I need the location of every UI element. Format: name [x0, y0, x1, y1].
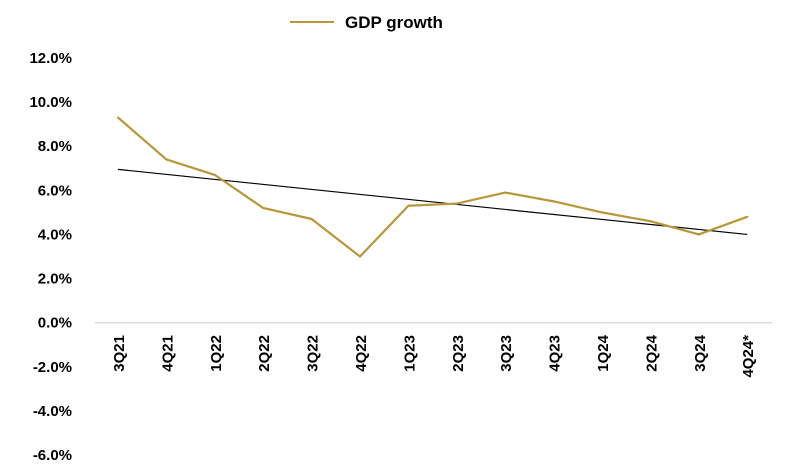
data-point	[116, 116, 120, 119]
x-tick-label: 3Q22	[305, 335, 322, 372]
x-tick-label: 1Q22	[208, 335, 225, 372]
x-tick-label: 4Q24*	[740, 335, 757, 378]
data-point	[697, 233, 700, 236]
x-tick-label: 3Q21	[111, 335, 128, 372]
x-tick-label: 1Q23	[401, 335, 418, 372]
x-tick-label: 2Q22	[256, 335, 273, 372]
data-point	[504, 191, 507, 194]
legend-label-gdp-growth: GDP growth	[345, 13, 443, 32]
x-tick-label: 3Q24	[692, 334, 709, 371]
data-point	[455, 202, 458, 205]
x-tick-label: 4Q21	[159, 335, 176, 372]
data-point	[213, 173, 216, 176]
data-point	[649, 220, 652, 223]
y-tick-label: 6.0%	[38, 182, 72, 199]
y-axis-ticks: 12.0% 10.0% 8.0% 6.0% 4.0% 2.0% 0.0% -2.0% -4.0%…	[29, 50, 72, 464]
x-tick-label: 4Q23	[547, 335, 564, 372]
series-line-gdp-growth	[117, 116, 748, 258]
y-tick-label: 8.0%	[38, 138, 72, 155]
data-point	[407, 204, 410, 207]
data-point	[746, 215, 749, 218]
y-tick-label: -6.0%	[33, 447, 72, 464]
data-point	[262, 206, 265, 210]
legend: GDP growth	[290, 13, 443, 32]
data-point	[358, 255, 362, 258]
x-tick-label: 2Q24	[643, 334, 660, 371]
data-point	[600, 211, 604, 214]
y-tick-label: 0.0%	[38, 315, 72, 332]
y-tick-label: -4.0%	[33, 403, 72, 420]
y-tick-label: 10.0%	[29, 94, 72, 111]
trendline	[117, 168, 748, 236]
x-tick-label: 1Q24	[595, 334, 612, 371]
x-tick-label: 3Q23	[498, 335, 515, 372]
x-tick-label: 4Q22	[353, 335, 370, 372]
data-point	[310, 217, 313, 221]
y-tick-label: 12.0%	[29, 50, 72, 67]
data-point	[165, 158, 168, 161]
data-points	[116, 116, 749, 258]
data-point	[552, 200, 555, 203]
y-tick-label: -2.0%	[33, 359, 72, 376]
y-tick-label: 2.0%	[38, 271, 72, 288]
x-tick-label: 2Q23	[450, 335, 467, 372]
x-axis-ticks: 3Q21 4Q21 1Q22 2Q22 3Q22 4Q22 1Q23 2Q23 3Q23 4Q23…	[111, 334, 757, 377]
y-tick-label: 4.0%	[38, 226, 72, 243]
